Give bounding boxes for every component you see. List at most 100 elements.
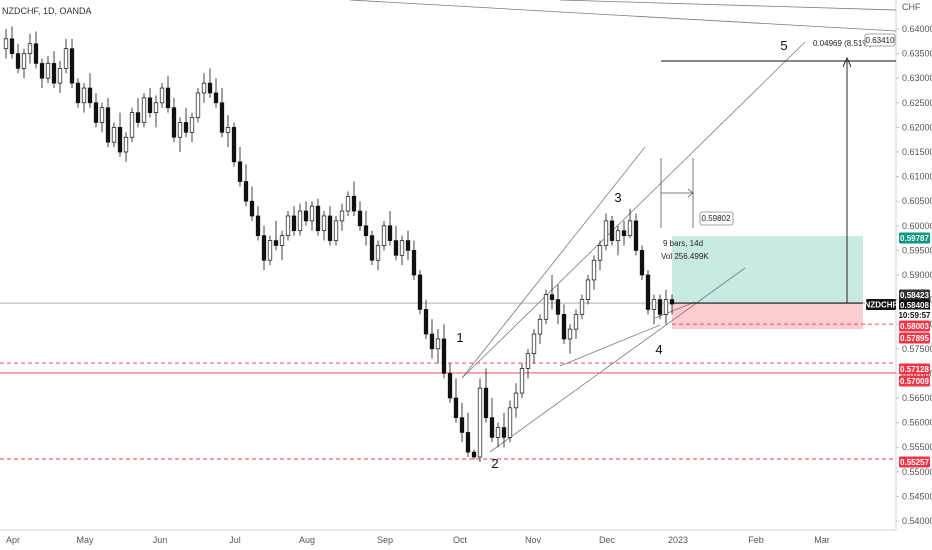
- candle-body: [513, 392, 519, 409]
- candle-body: [507, 407, 513, 438]
- y-tick-label: 0.57500: [902, 344, 932, 354]
- price-tag-label: 0.57895: [900, 334, 929, 343]
- candle-body: [381, 225, 387, 246]
- y-tick-label: 0.61500: [902, 147, 932, 157]
- candle-body: [75, 82, 81, 104]
- candle-body: [585, 279, 591, 300]
- candle-body: [417, 274, 423, 310]
- candle-body: [39, 63, 45, 79]
- y-tick-label: 0.63000: [902, 73, 932, 83]
- price-tag: [899, 363, 930, 375]
- candle-body: [51, 63, 57, 84]
- x-tick-label: May: [76, 535, 94, 545]
- candle-body: [303, 210, 309, 222]
- candle-body: [669, 299, 675, 305]
- y-tick-label: 0.56500: [902, 393, 932, 403]
- price-tag-label: 10:59:57: [898, 311, 931, 320]
- candle-body: [363, 225, 369, 236]
- y-tick-label: 0.54500: [902, 491, 932, 501]
- wave-label: 5: [780, 38, 787, 53]
- x-tick-label: Mar: [814, 535, 830, 545]
- measure-price-box: [699, 211, 734, 226]
- candle-body: [327, 215, 333, 241]
- price-tag: [899, 299, 930, 311]
- candles: [3, 26, 675, 462]
- candle-body: [369, 235, 375, 261]
- candle-body: [387, 225, 393, 241]
- candle-body: [159, 87, 165, 104]
- candle-body: [225, 127, 231, 133]
- y-tick-label: 0.62500: [902, 98, 932, 108]
- stop-loss-zone: [672, 303, 863, 330]
- candle-body: [267, 240, 273, 261]
- price-tag-label: 0.58408: [900, 301, 929, 310]
- candle-body: [87, 87, 93, 104]
- candle-body: [63, 48, 69, 69]
- candle-body: [213, 92, 219, 104]
- price-tag-label: 0.58423: [900, 291, 929, 300]
- candle-body: [105, 107, 111, 143]
- candle-body: [633, 220, 639, 251]
- candle-body: [375, 245, 381, 261]
- candle-body: [531, 333, 537, 355]
- annotations: 1 2 3 4 5 0.04969 (8.51%)0.63410 0.59802 9 bars…: [456, 33, 896, 471]
- price-tag: [899, 375, 930, 387]
- trend-line: [461, 146, 646, 379]
- candle-body: [465, 432, 471, 453]
- price-tag-label: 0.57009: [900, 377, 929, 386]
- target-arrow-head: [842, 56, 852, 68]
- candle-body: [99, 107, 105, 123]
- candle-body: [297, 210, 303, 232]
- candle-body: [501, 427, 507, 438]
- candle-body: [657, 299, 663, 315]
- candle-body: [165, 87, 171, 109]
- target-percent-label: 0.04969 (8.51%): [813, 39, 872, 48]
- position-zones: [672, 236, 863, 330]
- wave-label: 3: [614, 190, 621, 205]
- time-axis: Apr May Jun Jul Aug Sep Oct Nov Dec 2023 Feb Mar: [6, 535, 830, 545]
- candle-body: [627, 220, 633, 236]
- candle-body: [411, 250, 417, 276]
- candle-body: [399, 240, 405, 256]
- price-tag-label: 0.57128: [900, 365, 929, 374]
- trend-line: [461, 41, 806, 379]
- candle-body: [549, 294, 555, 300]
- candle-body: [393, 240, 399, 256]
- candle-body: [147, 97, 153, 113]
- x-tick-label: Jul: [229, 535, 241, 545]
- candle-body: [315, 205, 321, 232]
- wave-label: 4: [655, 342, 662, 357]
- candle-body: [357, 210, 363, 227]
- price-tag: [899, 320, 930, 332]
- candle-body: [639, 250, 645, 276]
- candle-body: [201, 82, 207, 94]
- y-tick-label: 0.56000: [902, 418, 932, 428]
- target-price-box: [864, 33, 896, 47]
- y-tick-label: 0.60000: [902, 221, 932, 231]
- price-tag: [899, 456, 930, 468]
- candle-body: [615, 230, 621, 241]
- candle-body: [495, 427, 501, 438]
- price-tag-label: 0.55257: [900, 458, 929, 467]
- candle-body: [129, 112, 135, 138]
- symbol-tag: [866, 299, 896, 310]
- candle-body: [207, 82, 213, 94]
- y-tick-label: 0.62000: [902, 122, 932, 132]
- candle-body: [447, 373, 453, 399]
- candle-body: [189, 117, 195, 133]
- symbol-tag-label: NZDCHF: [865, 301, 898, 310]
- wave-label: 1: [456, 330, 463, 345]
- candle-body: [537, 318, 543, 335]
- candle-body: [321, 215, 327, 232]
- x-tick-label: Dec: [599, 535, 616, 545]
- x-tick-label: Nov: [525, 535, 542, 545]
- candle-body: [345, 195, 351, 212]
- candle-body: [609, 220, 615, 241]
- candle-body: [21, 53, 27, 69]
- candle-body: [171, 107, 177, 138]
- candle-body: [561, 314, 567, 340]
- candle-body: [591, 259, 597, 281]
- candle-body: [255, 215, 261, 236]
- grid: [0, 0, 897, 531]
